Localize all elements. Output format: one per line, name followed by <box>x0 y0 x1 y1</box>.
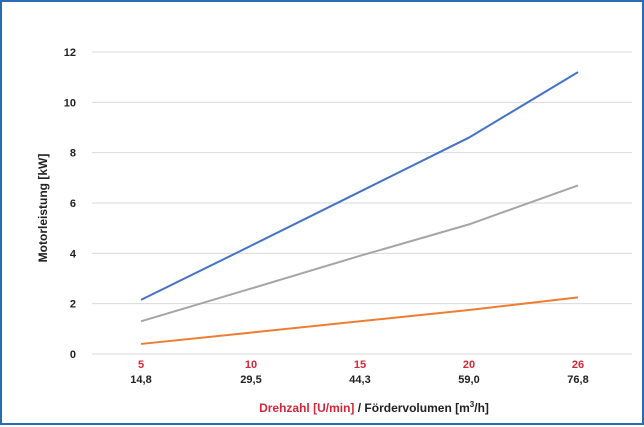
x-axis-title-end: /h] <box>474 401 489 415</box>
series-line-2 <box>140 184 579 323</box>
x-tick-label-rpm: 5 <box>138 359 144 371</box>
series-line-3 <box>140 296 579 345</box>
x-axis-title-flow: / Fördervolumen [m <box>354 401 469 415</box>
y-tick-label: 10 <box>64 97 76 109</box>
x-tick-label-rpm: 26 <box>572 359 584 371</box>
x-tick-label-flow: 29,5 <box>240 374 261 386</box>
y-axis-title: Motorleistung [kW] <box>36 154 50 263</box>
x-tick-label-flow: 44,3 <box>349 374 370 386</box>
y-tick-labels: 0 2 4 6 8 10 12 <box>64 47 77 361</box>
x-tick-label-rpm: 20 <box>463 359 475 371</box>
y-tick-label: 2 <box>70 299 76 311</box>
x-tick-label-flow: 76,8 <box>567 374 588 386</box>
series-lines <box>140 71 579 345</box>
y-tick-label: 6 <box>70 198 76 210</box>
y-tick-label: 12 <box>64 47 76 59</box>
x-tick-labels: 5 14,8 10 29,5 15 44,3 20 59,0 26 76,8 <box>130 359 588 386</box>
y-tick-label: 8 <box>70 148 76 160</box>
x-axis-title-rpm: Drehzahl [U/min] <box>259 401 354 415</box>
grid-lines <box>92 51 632 355</box>
x-tick-label-rpm: 10 <box>245 359 257 371</box>
x-axis-title-sup: 3 <box>470 400 475 409</box>
x-tick-label-flow: 14,8 <box>130 374 151 386</box>
y-tick-label: 4 <box>70 248 77 260</box>
y-tick-label: 0 <box>70 349 76 361</box>
x-tick-label-flow: 59,0 <box>458 374 479 386</box>
x-tick-label-rpm: 15 <box>354 359 366 371</box>
series-line-1 <box>140 71 579 301</box>
x-axis-title: Drehzahl [U/min] / Fördervolumen [m3/h] <box>259 400 489 415</box>
